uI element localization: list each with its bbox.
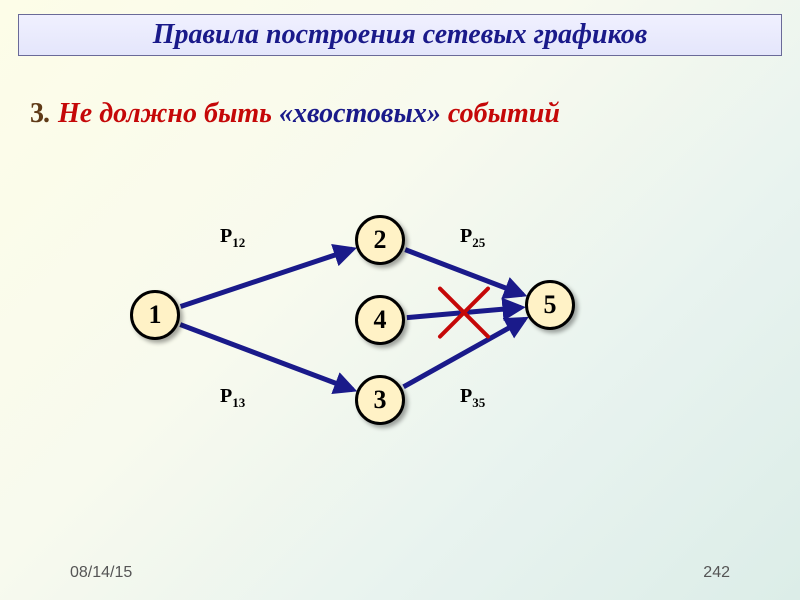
edge-3-5 [404, 319, 525, 387]
node-4: 4 [355, 295, 405, 345]
edge-1-2 [181, 249, 353, 306]
network-diagram: 1 2 3 4 5 Р12 Р13 Р25 Р35 [100, 180, 660, 460]
node-5: 5 [525, 280, 575, 330]
rule-text-1: Не должно быть [58, 98, 279, 129]
rule-dot: . [44, 98, 58, 129]
node-1: 1 [130, 290, 180, 340]
footer-date: 08/14/15 [70, 564, 132, 582]
edge-label-1-2: Р12 [220, 225, 245, 251]
edge-1-3 [180, 325, 353, 390]
rule-heading: 3. Не должно быть «хвостовых» событий [30, 98, 770, 130]
edge-label-2-5: Р25 [460, 225, 485, 251]
rule-text-2: «хвостовых» [279, 98, 448, 129]
node-3: 3 [355, 375, 405, 425]
edge-2-5 [405, 250, 523, 295]
title-bar: Правила построения сетевых графиков [18, 14, 782, 56]
edge-label-1-3: Р13 [220, 385, 245, 411]
slide: Правила построения сетевых графиков 3. Н… [0, 0, 800, 600]
rule-number: 3 [30, 98, 44, 129]
slide-title: Правила построения сетевых графиков [153, 19, 647, 51]
node-2: 2 [355, 215, 405, 265]
footer-page: 242 [703, 564, 730, 582]
edge-label-3-5: Р35 [460, 385, 485, 411]
rule-text-3: событий [448, 98, 560, 129]
